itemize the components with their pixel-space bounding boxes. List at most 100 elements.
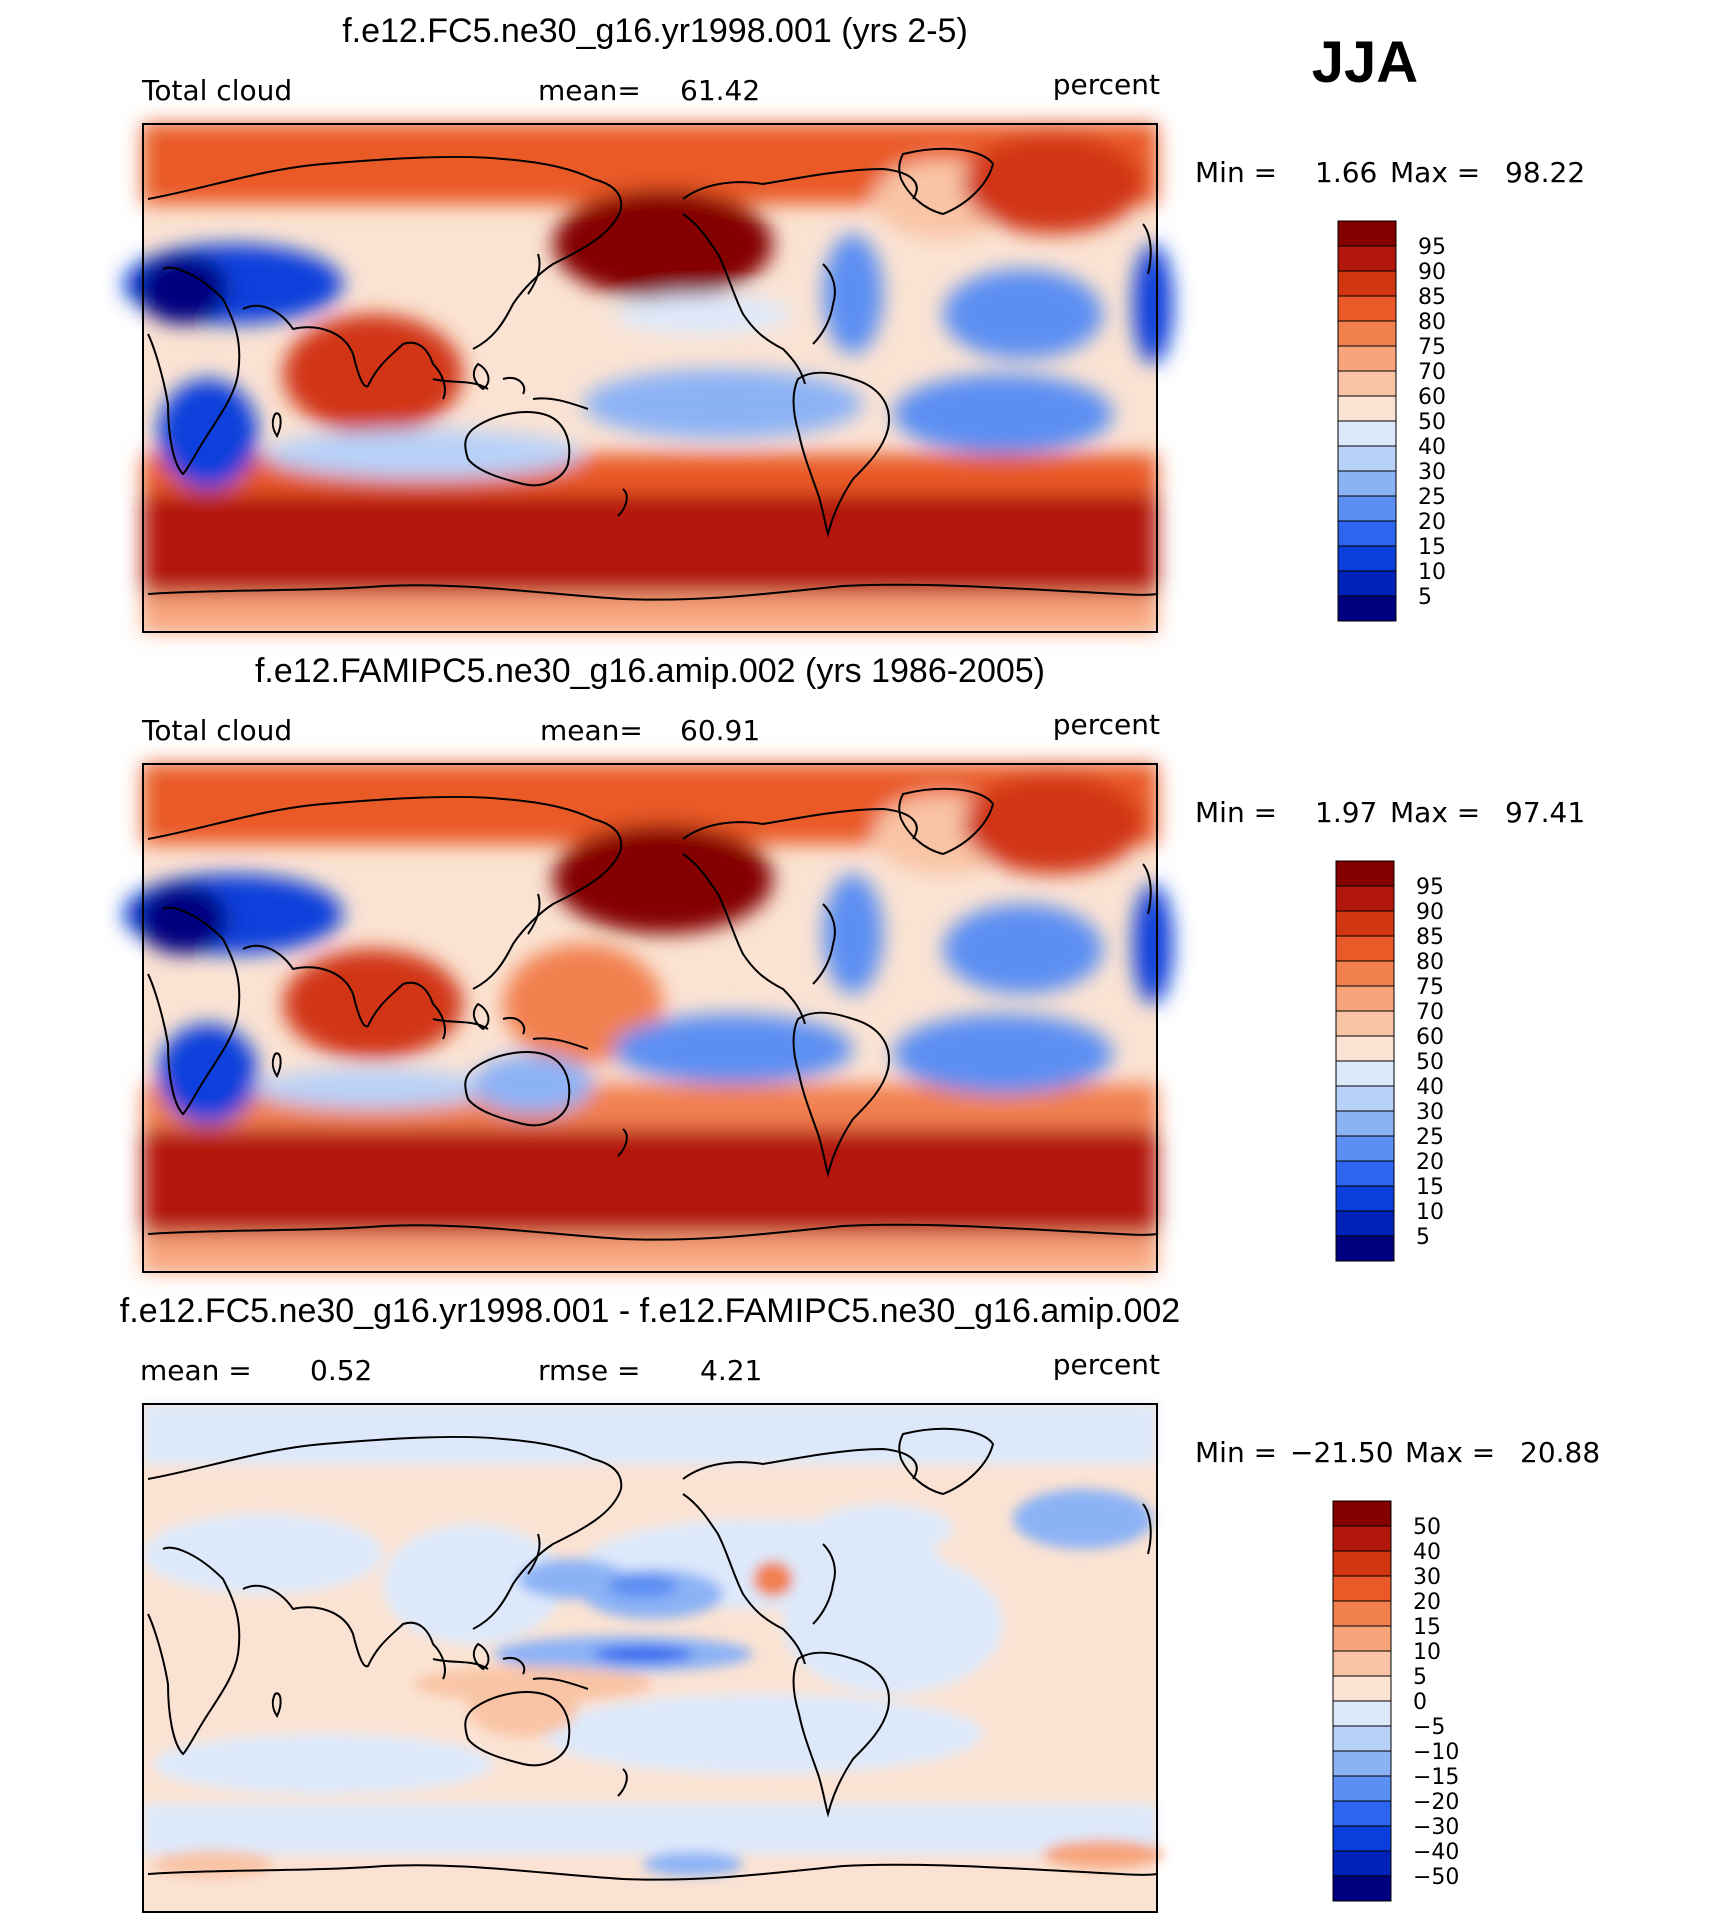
colorbar-tick-label: 10 (1413, 1640, 1441, 1665)
colorbar-swatch (1335, 935, 1395, 962)
panel-3-rmse-label: rmse = (538, 1354, 640, 1387)
colorbar-swatch (1337, 520, 1397, 547)
colorbar-swatch (1332, 1600, 1392, 1627)
colorbar-swatch (1332, 1525, 1392, 1552)
panel-2-units: percent (1053, 708, 1160, 741)
panel-3-mean-label: mean = (140, 1354, 252, 1387)
panel-3: f.e12.FC5.ne30_g16.yr1998.001 - f.e12.FA… (120, 1292, 1600, 1913)
colorbar-tick-label: 90 (1418, 260, 1446, 285)
panel-1-max-label: Max = (1390, 156, 1480, 189)
colorbar-swatch (1332, 1700, 1392, 1727)
colorbar-swatch (1332, 1675, 1392, 1702)
panel-2-left-label: Total cloud (141, 714, 292, 747)
colorbar-swatch (1337, 245, 1397, 272)
colorbar-swatch (1332, 1725, 1392, 1752)
colorbar-tick-label: 40 (1418, 435, 1446, 460)
colorbar-swatch (1335, 1160, 1395, 1187)
colorbar-swatch (1332, 1850, 1392, 1877)
colorbar-tick-label: −5 (1413, 1715, 1445, 1740)
colorbar-tick-label: 30 (1418, 460, 1446, 485)
colorbar-swatch (1332, 1750, 1392, 1777)
panel-3-min-value: −21.50 (1290, 1436, 1394, 1469)
colorbar-swatch (1335, 1235, 1395, 1262)
colorbar-swatch (1335, 1110, 1395, 1137)
colorbar-swatch (1337, 445, 1397, 472)
colorbar-tick-label: 60 (1416, 1025, 1444, 1050)
colorbar-tick-label: 70 (1418, 360, 1446, 385)
colorbar-tick-label: 15 (1418, 535, 1446, 560)
colorbar-swatch (1335, 1085, 1395, 1112)
colorbar-tick-label: 40 (1413, 1540, 1441, 1565)
colorbar-tick-label: 0 (1413, 1690, 1427, 1715)
panel-3-max-value: 20.88 (1520, 1436, 1600, 1469)
colorbar-swatch (1335, 1185, 1395, 1212)
colorbar-tick-label: 85 (1418, 285, 1446, 310)
panel-3-map (142, 1403, 1163, 1913)
panel-3-mean-value: 0.52 (310, 1354, 372, 1387)
colorbar-tick-label: 15 (1416, 1175, 1444, 1200)
colorbar-tick-label: 5 (1413, 1665, 1427, 1690)
colorbar-tick-label: 15 (1413, 1615, 1441, 1640)
colorbar-swatch (1337, 345, 1397, 372)
colorbar-tick-label: 20 (1418, 510, 1446, 535)
colorbar-swatch (1332, 1800, 1392, 1827)
colorbar-tick-label: −30 (1413, 1815, 1459, 1840)
colorbar-tick-label: 30 (1416, 1100, 1444, 1125)
panel-2-max-label: Max = (1390, 796, 1480, 829)
colorbar-swatch (1335, 1035, 1395, 1062)
colorbar-tick-label: 50 (1418, 410, 1446, 435)
colorbar-swatch (1337, 495, 1397, 522)
colorbar-tick-label: 5 (1418, 585, 1432, 610)
panel-3-rmse-value: 4.21 (700, 1354, 762, 1387)
panel-1-min-label: Min = (1195, 156, 1277, 189)
colorbar-tick-label: 95 (1418, 235, 1446, 260)
panel-1-max-value: 98.22 (1505, 156, 1585, 189)
colorbar-swatch (1335, 1135, 1395, 1162)
season-label: JJA (1312, 30, 1418, 95)
colorbar-tick-label: 20 (1416, 1150, 1444, 1175)
colorbar-swatch (1332, 1550, 1392, 1577)
panel-2-title: f.e12.FAMIPC5.ne30_g16.amip.002 (yrs 198… (255, 652, 1045, 690)
colorbar-swatch (1332, 1625, 1392, 1652)
colorbar-tick-label: 50 (1416, 1050, 1444, 1075)
colorbar-swatch (1337, 570, 1397, 597)
panel-2-mean-value: 60.91 (680, 714, 760, 747)
panel-3-max-label: Max = (1405, 1436, 1495, 1469)
colorbar-tick-label: 25 (1418, 485, 1446, 510)
colorbar-tick-label: 60 (1418, 385, 1446, 410)
colorbar-swatch (1337, 270, 1397, 297)
colorbar-tick-label: 75 (1418, 335, 1446, 360)
colorbar-tick-label: 75 (1416, 975, 1444, 1000)
panel-2-map (123, 763, 1173, 1273)
panel-2-min-value: 1.97 (1315, 796, 1377, 829)
colorbar-swatch (1335, 860, 1395, 887)
colorbar-tick-label: 10 (1418, 560, 1446, 585)
colorbar-swatch (1332, 1575, 1392, 1602)
colorbar-tick-label: 5 (1416, 1225, 1430, 1250)
panel-2-min-label: Min = (1195, 796, 1277, 829)
panel-1-units: percent (1053, 68, 1160, 101)
colorbar-swatch (1335, 1060, 1395, 1087)
colorbar-tick-label: −40 (1413, 1840, 1459, 1865)
colorbar-tick-label: 85 (1416, 925, 1444, 950)
colorbar-tick-label: −20 (1413, 1790, 1459, 1815)
panel-2-max-value: 97.41 (1505, 796, 1585, 829)
colorbar-swatch (1335, 1010, 1395, 1037)
colorbar-tick-label: 10 (1416, 1200, 1444, 1225)
panel-1-min-value: 1.66 (1315, 156, 1377, 189)
panel-3-units: percent (1053, 1348, 1160, 1381)
colorbar-swatch (1332, 1650, 1392, 1677)
colorbar-tick-label: 25 (1416, 1125, 1444, 1150)
panel-3-min-label: Min = (1195, 1436, 1277, 1469)
colorbar-tick-label: 40 (1416, 1075, 1444, 1100)
panel-1-map (123, 123, 1173, 633)
colorbar-swatch (1332, 1500, 1392, 1527)
colorbar-swatch (1335, 960, 1395, 987)
colorbar-tick-label: 80 (1416, 950, 1444, 975)
colorbar-swatch (1335, 910, 1395, 937)
colorbar-tick-label: 70 (1416, 1000, 1444, 1025)
colorbar-swatch (1335, 1210, 1395, 1237)
